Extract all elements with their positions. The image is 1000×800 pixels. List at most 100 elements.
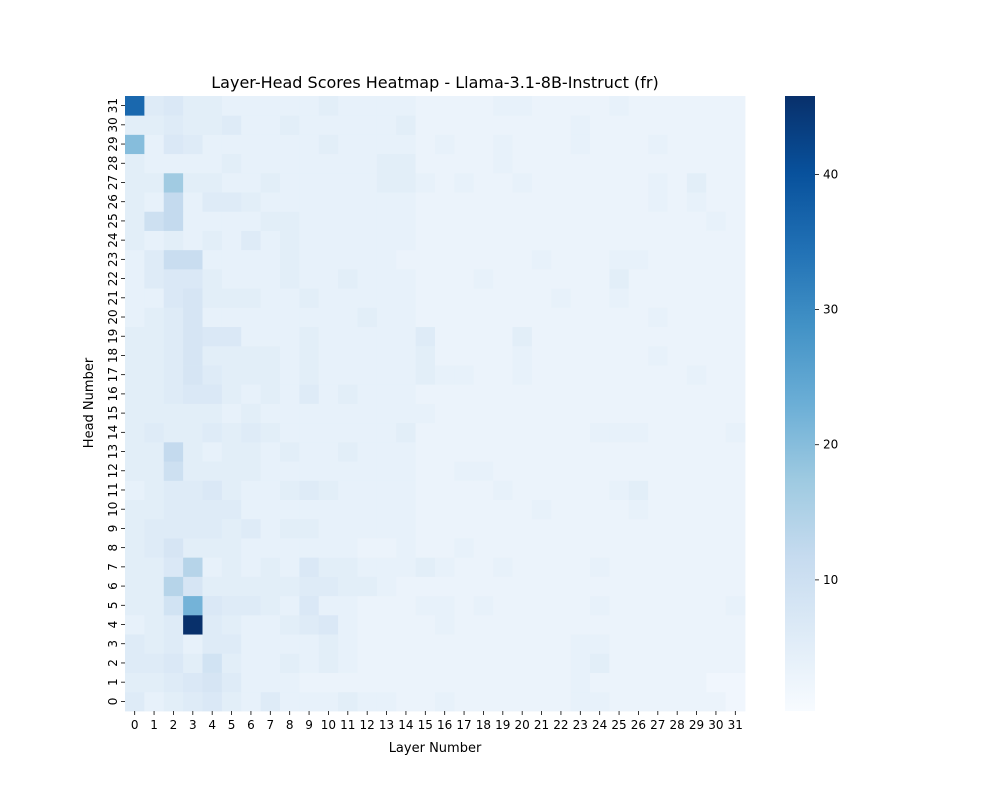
heatmap-cell [706, 134, 727, 155]
heatmap-cell [435, 538, 455, 558]
heatmap-cell [590, 288, 610, 308]
heatmap-cell [163, 557, 184, 577]
heatmap-cell [318, 557, 339, 577]
heatmap-cell [125, 691, 145, 712]
heatmap-cell [706, 634, 727, 654]
heatmap-cell [551, 614, 572, 635]
heatmap-cell [435, 288, 455, 308]
heatmap-cell [435, 480, 455, 500]
heatmap-cell [338, 288, 358, 308]
heatmap-cell [667, 576, 688, 597]
colorbar-ticks: 10 20 30 40 [815, 167, 838, 587]
x-tick-label: 0 [131, 718, 139, 732]
heatmap-cell [280, 614, 300, 635]
heatmap-cell [531, 115, 552, 135]
heatmap-cell [183, 172, 203, 193]
heatmap-cell [648, 249, 668, 270]
heatmap-cell [454, 441, 475, 462]
x-tick-label: 10 [321, 718, 336, 732]
heatmap-cell [706, 595, 727, 616]
heatmap-cell [454, 268, 475, 289]
heatmap-cell [512, 576, 533, 597]
heatmap-cell [376, 461, 397, 481]
heatmap-cell [551, 461, 572, 481]
heatmap-cell [435, 96, 455, 116]
heatmap-cell [125, 211, 145, 231]
heatmap-cell [163, 153, 184, 174]
y-tick-label: 9 [106, 525, 120, 533]
heatmap-cell [493, 614, 513, 635]
heatmap-cell [144, 288, 165, 308]
heatmap-cell [202, 691, 223, 712]
heatmap-cell [493, 538, 513, 558]
heatmap-cell [396, 211, 417, 231]
heatmap-cell [570, 268, 591, 289]
heatmap-cell [706, 115, 727, 135]
heatmap-cell [163, 499, 184, 520]
heatmap-cell [299, 595, 320, 616]
heatmap-cell [144, 172, 165, 193]
heatmap-cell [183, 192, 203, 212]
heatmap-cell [531, 403, 552, 424]
heatmap-cell [686, 538, 707, 558]
heatmap-cell [318, 192, 339, 212]
heatmap-cell [260, 268, 281, 289]
heatmap-cell [299, 634, 320, 654]
heatmap-cell [338, 153, 358, 174]
heatmap-cell [628, 307, 649, 328]
heatmap-cell [357, 307, 378, 328]
heatmap-cell [221, 614, 242, 635]
heatmap-cell [299, 96, 320, 116]
heatmap-cell [202, 461, 223, 481]
heatmap-cell [590, 153, 610, 174]
heatmap-cell [590, 403, 610, 424]
heatmap-cell [396, 326, 417, 347]
heatmap-cell [628, 153, 649, 174]
heatmap-cell [221, 211, 242, 231]
heatmap-cell [609, 441, 630, 462]
heatmap-cell [163, 307, 184, 328]
heatmap-cell [357, 634, 378, 654]
heatmap-cell [590, 595, 610, 616]
heatmap-cell [551, 653, 572, 673]
x-tick-label: 24 [592, 718, 607, 732]
heatmap-cell [202, 518, 223, 539]
heatmap-cell [531, 422, 552, 443]
y-tick-label: 26 [106, 194, 120, 209]
heatmap-cell [241, 441, 262, 462]
heatmap-cell [338, 172, 358, 193]
heatmap-cell [725, 518, 746, 539]
heatmap-cell [260, 595, 281, 616]
x-tick-label: 27 [650, 718, 665, 732]
heatmap-cell [318, 576, 339, 597]
heatmap-cell [648, 96, 668, 116]
heatmap-cell [221, 403, 242, 424]
heatmap-cell [396, 288, 417, 308]
heatmap-cell [609, 307, 630, 328]
heatmap-cell [435, 307, 455, 328]
heatmap-cell [725, 422, 746, 443]
heatmap-cell [512, 326, 533, 347]
y-tick-label: 15 [106, 405, 120, 420]
heatmap-cell [667, 538, 688, 558]
heatmap-cell [493, 345, 513, 366]
heatmap-cell [415, 576, 436, 597]
heatmap-cell [415, 653, 436, 673]
heatmap-cell [376, 614, 397, 635]
heatmap-cell [609, 576, 630, 597]
heatmap-cell [531, 634, 552, 654]
heatmap-cell [299, 653, 320, 673]
heatmap-cell [590, 461, 610, 481]
heatmap-cell [531, 345, 552, 366]
heatmap-cell [144, 115, 165, 135]
x-axis-ticks: 0 1 2 3 4 5 6 7 8 9 10 11 12 13 14 15 16 17 18 19 20 21 22 23 24… [131, 711, 743, 732]
heatmap-cell [609, 172, 630, 193]
heatmap-cell [493, 403, 513, 424]
heatmap-cell [125, 268, 145, 289]
heatmap-cell [667, 441, 688, 462]
heatmap-cell [551, 576, 572, 597]
heatmap-cell [241, 153, 262, 174]
heatmap-cell [435, 441, 455, 462]
heatmap-cell [415, 268, 436, 289]
heatmap-cell [493, 499, 513, 520]
